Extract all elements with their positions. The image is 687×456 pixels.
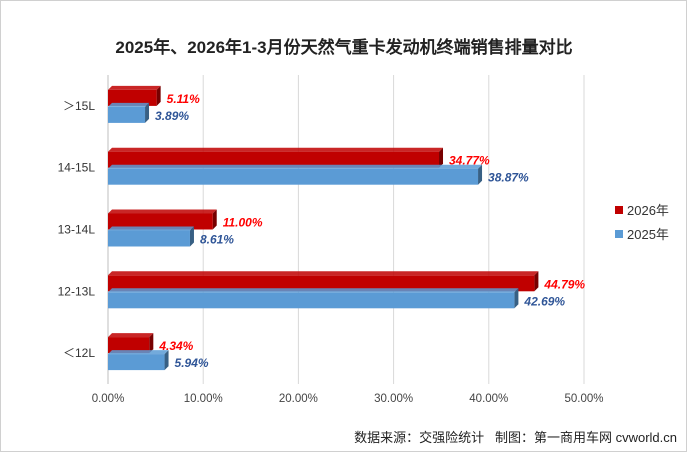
chart-title: 2025年、2026年1-3月份天然气重卡发动机终端销售排量对比 [115,37,572,57]
bar-2026 [108,89,157,106]
x-tick-labels: 0.00% 10.00% 20.00% 30.00% 40.00% 50.00% [92,393,604,405]
bar-side-face [149,333,154,354]
bar-top-face [108,288,519,293]
legend-swatch [615,206,623,214]
category-label: ＜12L [63,346,95,360]
bar-side-face [534,271,539,292]
bar-2026 [108,275,535,292]
x-tick-label: 20.00% [279,393,318,405]
gridlines [107,75,585,384]
x-tick-label: 10.00% [184,393,223,405]
legend-swatch [615,230,623,238]
legend-label: 2026年 [627,203,669,218]
bar-side-face [189,226,194,247]
bar-2026 [108,337,150,354]
data-label: 11.00% [223,216,263,230]
bar-side-face [156,85,161,106]
x-tick-label: 0.00% [92,393,125,405]
bar-top-face [108,271,539,276]
bar-2025 [108,106,146,123]
bar-2025 [108,354,165,371]
data-label: 34.77% [449,154,490,168]
data-label: 4.34% [158,339,193,353]
bar-2025 [108,292,515,309]
category-label: 14-15L [58,161,96,175]
bar-side-face [478,164,483,185]
bar-2025 [108,230,190,247]
category-label: 12-13L [58,284,96,298]
data-label: 5.94% [175,356,209,370]
bar-top-face [108,102,150,107]
bar-side-face [145,102,150,123]
bar-top-face [108,209,217,214]
bar-2025 [108,168,479,185]
bar-top-face [108,164,483,169]
bars: 5.11% 3.89% 34.77% 38.87% 11.00% 8.61% 44.79% 4… [108,85,585,371]
legend-label: 2025年 [627,227,669,242]
bar-side-face [439,147,444,168]
data-label: 3.89% [155,109,189,123]
bar-top-face [108,333,154,338]
x-tick-label: 30.00% [374,393,413,405]
bar-top-face [108,85,161,90]
bar-side-face [164,350,169,371]
bar-top-face [108,147,444,152]
bar-side-face [514,288,519,309]
data-label: 5.11% [167,92,200,106]
x-tick-label: 40.00% [469,393,508,405]
bar-2026 [108,213,213,230]
category-label: ＞15L [63,99,95,113]
data-label: 42.69% [523,294,565,308]
data-label: 8.61% [200,233,234,247]
source-note: 数据来源：交强险统计 制图：第一商用车网 cvworld.cn [354,430,677,445]
bar-2026 [108,151,440,168]
bar-side-face [212,209,217,230]
data-label: 38.87% [488,171,529,185]
x-tick-label: 50.00% [564,393,603,405]
bar-top-face [108,350,169,355]
category-label: 13-14L [58,223,96,237]
data-label: 44.79% [543,277,585,291]
category-labels: ＞15L 14-15L 13-14L 12-13L ＜12L [58,99,96,360]
legend: 2026年 2025年 [615,203,669,242]
bar-top-face [108,226,194,231]
